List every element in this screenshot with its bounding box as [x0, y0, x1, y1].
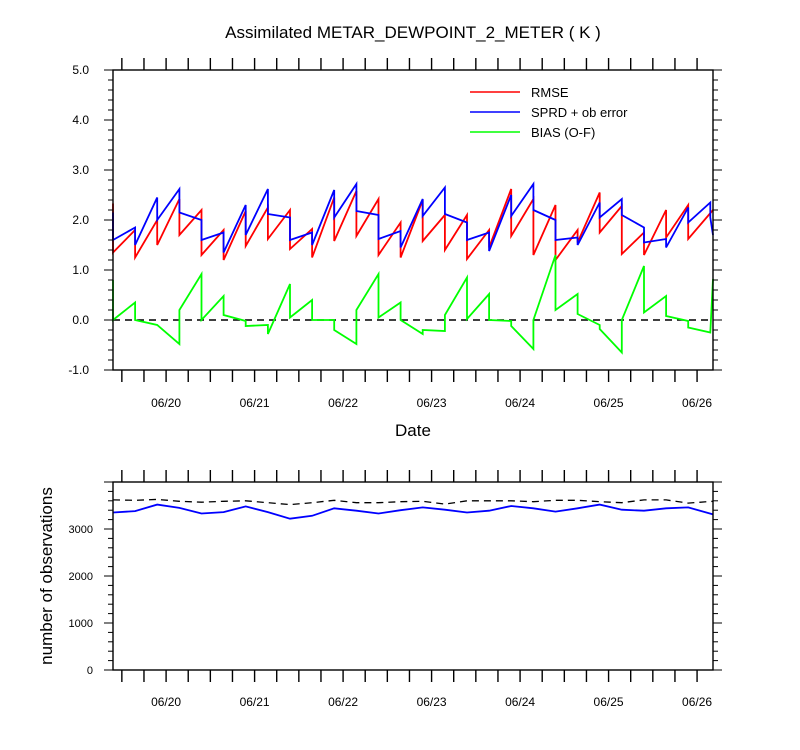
bottom-x-tick-labels: 06/20 06/21 06/22 06/23 06/24 06/25 06/26 — [151, 695, 712, 709]
top-y-tick-label: 3.0 — [72, 163, 89, 177]
bottom-y-tick-label: 2000 — [69, 571, 93, 583]
top-axis-ticks — [104, 58, 722, 382]
legend-label-sprd: SPRD + ob error — [531, 105, 628, 120]
bottom-x-tick-label: 06/25 — [594, 695, 624, 709]
chart-title: Assimilated METAR_DEWPOINT_2_METER ( K ) — [225, 23, 601, 42]
series-line-bias — [112, 254, 714, 355]
top-x-tick-label: 06/24 — [505, 396, 535, 410]
top-y-tick-label: -1.0 — [68, 363, 89, 377]
bottom-x-tick-label: 06/23 — [417, 695, 447, 709]
top-y-tick-label: 0.0 — [72, 313, 89, 327]
top-series-group — [112, 181, 714, 355]
bottom-axis-ticks — [104, 470, 722, 682]
bottom-x-tick-label: 06/26 — [682, 695, 712, 709]
bottom-y-tick-label: 0 — [87, 665, 93, 677]
bottom-series-group — [112, 498, 714, 520]
top-y-tick-label: 2.0 — [72, 213, 89, 227]
legend-label-rmse: RMSE — [531, 85, 569, 100]
top-x-tick-label: 06/25 — [594, 396, 624, 410]
bottom-x-tick-label: 06/22 — [328, 695, 358, 709]
legend: RMSE SPRD + ob error BIAS (O-F) — [470, 85, 628, 140]
bottom-y-tick-label: 3000 — [69, 524, 93, 536]
top-x-tick-labels: 06/20 06/21 06/22 06/23 06/24 06/25 06/26 — [151, 396, 712, 410]
top-x-tick-label: 06/22 — [328, 396, 358, 410]
x-axis-title: Date — [395, 421, 431, 440]
bottom-y-tick-labels: 0 1000 2000 3000 — [69, 524, 93, 677]
top-y-tick-label: 4.0 — [72, 113, 89, 127]
top-y-tick-label: 1.0 — [72, 263, 89, 277]
bottom-plot-frame — [112, 481, 714, 671]
top-x-tick-label: 06/26 — [682, 396, 712, 410]
legend-label-bias: BIAS (O-F) — [531, 125, 595, 140]
top-x-tick-label: 06/23 — [417, 396, 447, 410]
bottom-y-tick-label: 1000 — [69, 618, 93, 630]
top-panel: Assimilated METAR_DEWPOINT_2_METER ( K )… — [68, 23, 722, 440]
series-line-obs-possible — [112, 498, 714, 506]
top-x-tick-label: 06/20 — [151, 396, 181, 410]
bottom-x-tick-label: 06/21 — [240, 695, 270, 709]
series-line-rmse — [112, 188, 714, 263]
top-plot-frame — [112, 69, 714, 371]
top-y-tick-labels: -1.0 0.0 1.0 2.0 3.0 4.0 5.0 — [68, 63, 89, 377]
top-x-tick-label: 06/21 — [240, 396, 270, 410]
bottom-x-tick-label: 06/20 — [151, 695, 181, 709]
bottom-x-tick-label: 06/24 — [505, 695, 535, 709]
top-y-tick-label: 5.0 — [72, 63, 89, 77]
series-line-sprd — [112, 181, 714, 253]
series-line-obs-used — [112, 503, 714, 520]
y-axis-title-observations: number of observations — [37, 487, 56, 665]
